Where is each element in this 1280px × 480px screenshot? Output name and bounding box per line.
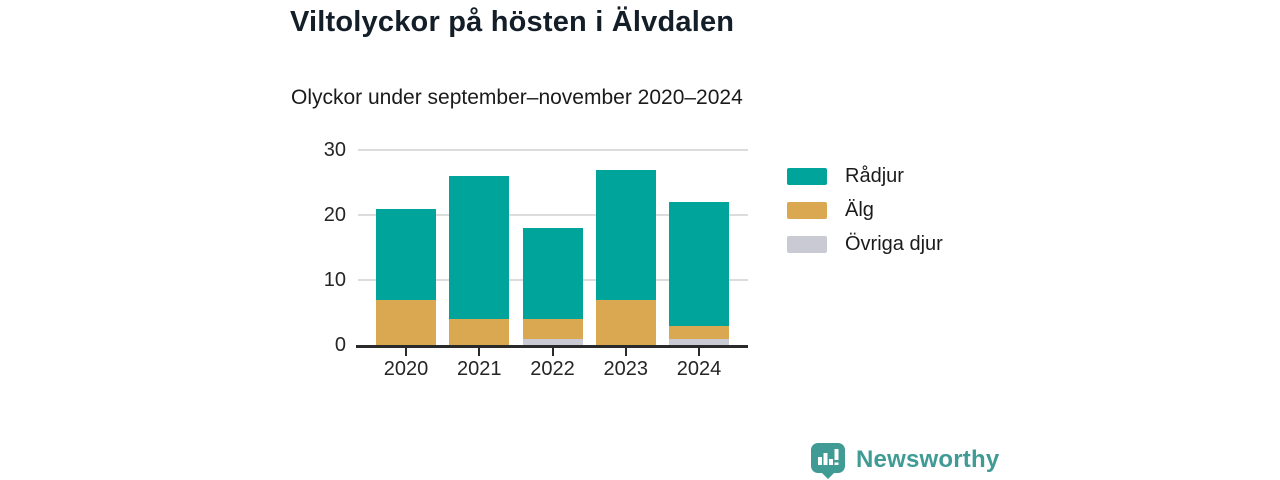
legend-label-vriga-djur: Övriga djur: [845, 233, 943, 255]
legend-label-lg: Älg: [845, 199, 874, 221]
gridline-y-30: [358, 149, 748, 151]
bar-2020-lg: [376, 299, 436, 345]
x-axis-line: [356, 345, 748, 348]
legend-item-r-djur: Rådjur: [787, 165, 943, 187]
bar-2023-lg: [595, 299, 656, 345]
brand-name: Newsworthy: [856, 446, 1000, 473]
x-tick-label-2024: 2024: [676, 358, 722, 380]
y-tick-label-20: 20: [323, 204, 346, 226]
x-tick-label-2020: 2020: [383, 358, 429, 380]
bar-2024-vriga-djur: [669, 338, 729, 345]
bar-2020-r-djur: [376, 208, 436, 300]
newsworthy-logo-icon: [811, 443, 845, 479]
bar-2024-lg: [669, 325, 729, 339]
legend-item-lg: Älg: [787, 199, 943, 221]
gridline-y-20: [358, 214, 748, 216]
bar-2022-vriga-djur: [522, 338, 583, 345]
x-tick-label-2023: 2023: [603, 358, 649, 380]
bar-2024-r-djur: [669, 202, 729, 326]
x-tick-2023: [624, 348, 627, 356]
bar-2022-lg: [522, 319, 583, 339]
bar-2021-r-djur: [449, 176, 510, 319]
x-tick-2024: [698, 348, 700, 356]
bar-2021-lg: [449, 319, 510, 345]
branding[interactable]: Newsworthy: [809, 441, 999, 479]
y-tick-label-30: 30: [323, 139, 346, 161]
x-tick-label-2021: 2021: [457, 358, 502, 380]
x-tick-2021: [478, 348, 481, 356]
x-tick-label-2022: 2022: [530, 358, 575, 380]
y-tick-label-0: 0: [334, 334, 346, 356]
chart-subtitle: Olyckor under september–november 2020–20…: [291, 86, 743, 109]
x-tick-2022: [551, 348, 554, 356]
legend-swatch-r-djur: [787, 168, 827, 185]
legend: Rådjur Älg Övriga djur: [787, 165, 943, 270]
bar-2022-r-djur: [522, 228, 583, 319]
chart-title: Viltolyckor på hösten i Älvdalen: [290, 6, 735, 38]
plot-area: 0 10 20 30 2020 2021 2022 2023 2024: [324, 139, 748, 380]
y-tick-label-10: 10: [323, 269, 346, 291]
legend-label-r-djur: Rådjur: [845, 165, 904, 187]
legend-swatch-lg: [787, 202, 827, 219]
legend-swatch-vriga-djur: [787, 236, 827, 253]
x-tick-2020: [405, 348, 407, 356]
bar-2023-r-djur: [595, 169, 656, 300]
legend-item-vriga-djur: Övriga djur: [787, 233, 943, 255]
